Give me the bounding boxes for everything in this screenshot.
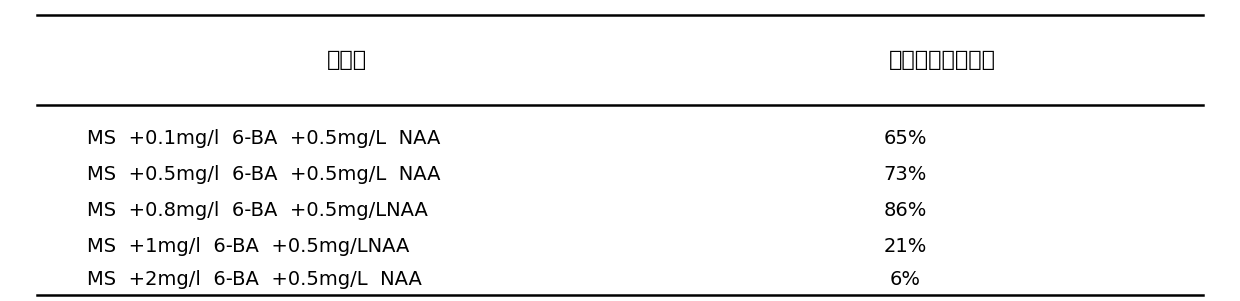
Text: 86%: 86% <box>884 201 926 220</box>
Text: 21%: 21% <box>884 237 926 256</box>
Text: 培养基: 培养基 <box>327 50 367 70</box>
Text: MS  +0.1mg/l  6-BA  +0.5mg/L  NAA: MS +0.1mg/l 6-BA +0.5mg/L NAA <box>87 129 440 148</box>
Text: 侧芽或顶芽诱导率: 侧芽或顶芽诱导率 <box>889 50 996 70</box>
Text: MS  +0.5mg/l  6-BA  +0.5mg/L  NAA: MS +0.5mg/l 6-BA +0.5mg/L NAA <box>87 165 440 184</box>
Text: MS  +1mg/l  6-BA  +0.5mg/LNAA: MS +1mg/l 6-BA +0.5mg/LNAA <box>87 237 409 256</box>
Text: 73%: 73% <box>884 165 926 184</box>
Text: MS  +0.8mg/l  6-BA  +0.5mg/LNAA: MS +0.8mg/l 6-BA +0.5mg/LNAA <box>87 201 428 220</box>
Text: 6%: 6% <box>889 270 920 290</box>
Text: 65%: 65% <box>883 129 928 148</box>
Text: MS  +2mg/l  6-BA  +0.5mg/L  NAA: MS +2mg/l 6-BA +0.5mg/L NAA <box>87 270 422 290</box>
